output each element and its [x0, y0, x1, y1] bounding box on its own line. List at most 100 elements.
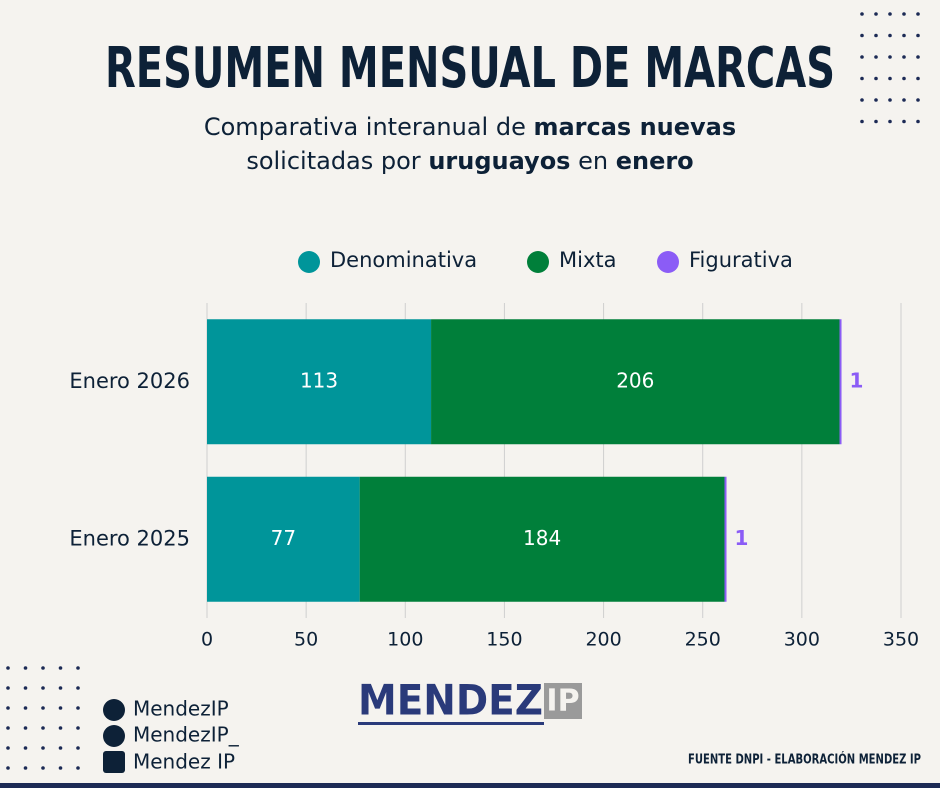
- dot: [888, 55, 892, 59]
- data-label: 1: [850, 368, 864, 392]
- x-tick-label: 200: [585, 629, 621, 651]
- dot: [41, 766, 45, 770]
- dot: [916, 119, 920, 124]
- dot: [23, 746, 28, 750]
- dot: [76, 726, 80, 730]
- legend-swatch: [527, 251, 549, 273]
- legend-label: Mixta: [559, 248, 616, 272]
- subtitle-part: enero: [616, 147, 694, 175]
- logo-suffix: IP: [546, 684, 579, 719]
- dot: [916, 55, 920, 59]
- dot: [76, 686, 80, 690]
- dot: [41, 666, 45, 670]
- subtitle-part: Comparativa interanual de: [204, 113, 534, 141]
- facebook-icon: [103, 699, 125, 721]
- dot: [76, 746, 80, 750]
- bar-segment: [207, 319, 432, 445]
- legend-swatch: [657, 251, 679, 273]
- data-label: 1: [735, 526, 749, 550]
- linkedin-icon: [103, 751, 125, 773]
- bar-segment: [359, 476, 725, 602]
- dot: [23, 726, 28, 730]
- social-handle: Mendez IP: [133, 750, 235, 774]
- dot: [874, 12, 878, 16]
- legend-swatch: [298, 251, 320, 273]
- subtitle-part: solicitadas por: [246, 147, 428, 175]
- dot: [41, 686, 45, 690]
- dot: [6, 726, 10, 730]
- x-tick-label: 50: [294, 629, 318, 651]
- bar-segment: [724, 476, 727, 602]
- dot: [23, 686, 28, 690]
- dot: [76, 706, 80, 710]
- dot: [76, 766, 80, 770]
- bar-segment: [207, 476, 360, 602]
- logo-underline: [358, 722, 544, 725]
- social-handle: MendezIP: [133, 697, 229, 721]
- dot: [902, 98, 906, 102]
- dot: [6, 706, 10, 710]
- x-tick-label: 150: [486, 629, 522, 651]
- dot: [58, 666, 63, 670]
- dot: [23, 766, 28, 770]
- social-handle: MendezIP_: [133, 723, 240, 747]
- social-icons: [103, 699, 125, 773]
- subtitle: solicitadas por uruguayos en enero: [246, 147, 693, 175]
- data-label: 206: [616, 368, 654, 392]
- dot: [902, 55, 906, 59]
- x-tick-label: 250: [685, 629, 721, 651]
- dot: [902, 76, 906, 81]
- dot: [6, 686, 10, 690]
- x-tick-label: 0: [201, 629, 213, 651]
- decoration-dots: [860, 12, 920, 124]
- dot: [916, 33, 920, 38]
- dot: [41, 726, 45, 730]
- data-label: 77: [271, 526, 296, 550]
- bar-segment: [431, 319, 840, 445]
- dot: [860, 98, 864, 102]
- y-tick-label: Enero 2025: [69, 526, 190, 550]
- dot: [23, 706, 28, 710]
- logo-name: MENDEZ: [358, 676, 543, 725]
- x-tick-label: 100: [387, 629, 423, 651]
- instagram-icon: [103, 725, 125, 747]
- dot: [76, 666, 80, 670]
- dot: [902, 12, 906, 16]
- dot: [888, 76, 892, 81]
- legend-label: Figurativa: [689, 248, 793, 272]
- dot: [902, 33, 906, 38]
- dot: [916, 12, 920, 16]
- dot: [874, 119, 878, 124]
- dot: [58, 766, 63, 770]
- source: FUENTE DNPI - ELABORACIÓN MENDEZ IP: [688, 752, 921, 768]
- logo-box: [544, 683, 582, 719]
- x-tick-label: 350: [883, 629, 919, 651]
- y-tick-label: Enero 2026: [69, 369, 190, 393]
- dot: [6, 746, 10, 750]
- bar-segment: [839, 319, 842, 445]
- legend-label: Denominativa: [330, 248, 477, 272]
- dot: [860, 55, 864, 59]
- dot: [860, 76, 864, 81]
- dot: [888, 33, 892, 38]
- dot: [874, 76, 878, 81]
- dot: [874, 55, 878, 59]
- dot: [874, 33, 878, 38]
- chart: 0 50 100 150 200 250 300 350 Denominativa Mixta Fi…: [69, 248, 919, 651]
- dot: [916, 76, 920, 81]
- x-tick-label: 300: [784, 629, 820, 651]
- dot: [860, 12, 864, 16]
- bottom-border: [0, 783, 940, 788]
- dot: [6, 766, 10, 770]
- data-label: 113: [300, 368, 338, 392]
- dot: [6, 666, 10, 670]
- dot: [58, 746, 63, 750]
- subtitle: Comparativa interanual de marcas nuevas: [204, 113, 736, 141]
- data-label: 184: [523, 526, 561, 550]
- dot: [874, 98, 878, 102]
- dot: [23, 666, 28, 670]
- dot: [888, 98, 892, 102]
- dot: [58, 686, 63, 690]
- dot: [41, 746, 45, 750]
